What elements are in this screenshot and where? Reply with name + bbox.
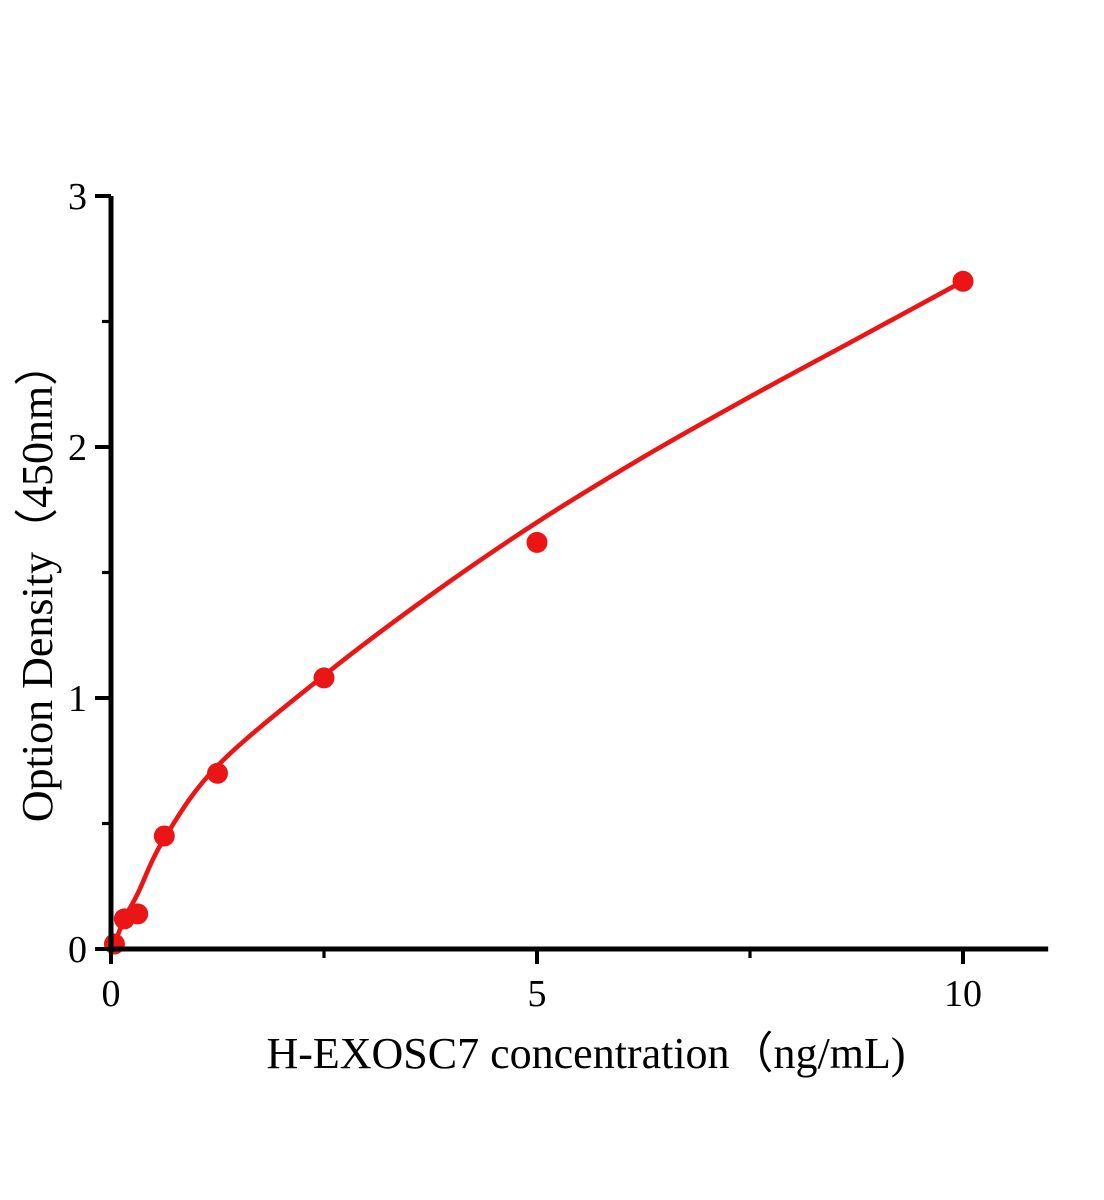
y-axis-title: Option Density（450nm）: [13, 342, 62, 822]
data-point: [153, 825, 175, 847]
fit-curve: [110, 279, 966, 952]
y-tick-label: 0: [68, 929, 87, 971]
x-tick-label: 5: [528, 973, 547, 1015]
data-point: [207, 762, 228, 784]
data-point: [526, 531, 548, 553]
data-point: [313, 667, 335, 689]
y-tick-label: 3: [68, 176, 87, 218]
y-tick-label: 2: [68, 427, 87, 469]
fit-curve-layer: [110, 279, 966, 952]
y-tick-label: 1: [68, 678, 87, 720]
tick-labels-layer: 0 5 10 0 1 2 3: [68, 176, 982, 1015]
data-point: [952, 270, 974, 292]
x-tick-label: 10: [944, 973, 982, 1015]
x-tick-label: 0: [102, 973, 121, 1015]
axes-layer: [95, 194, 1049, 964]
data-point: [127, 903, 149, 925]
data-points-layer: [103, 270, 974, 955]
x-axis-title: H-EXOSC7 concentration（ng/mL): [266, 1029, 905, 1078]
